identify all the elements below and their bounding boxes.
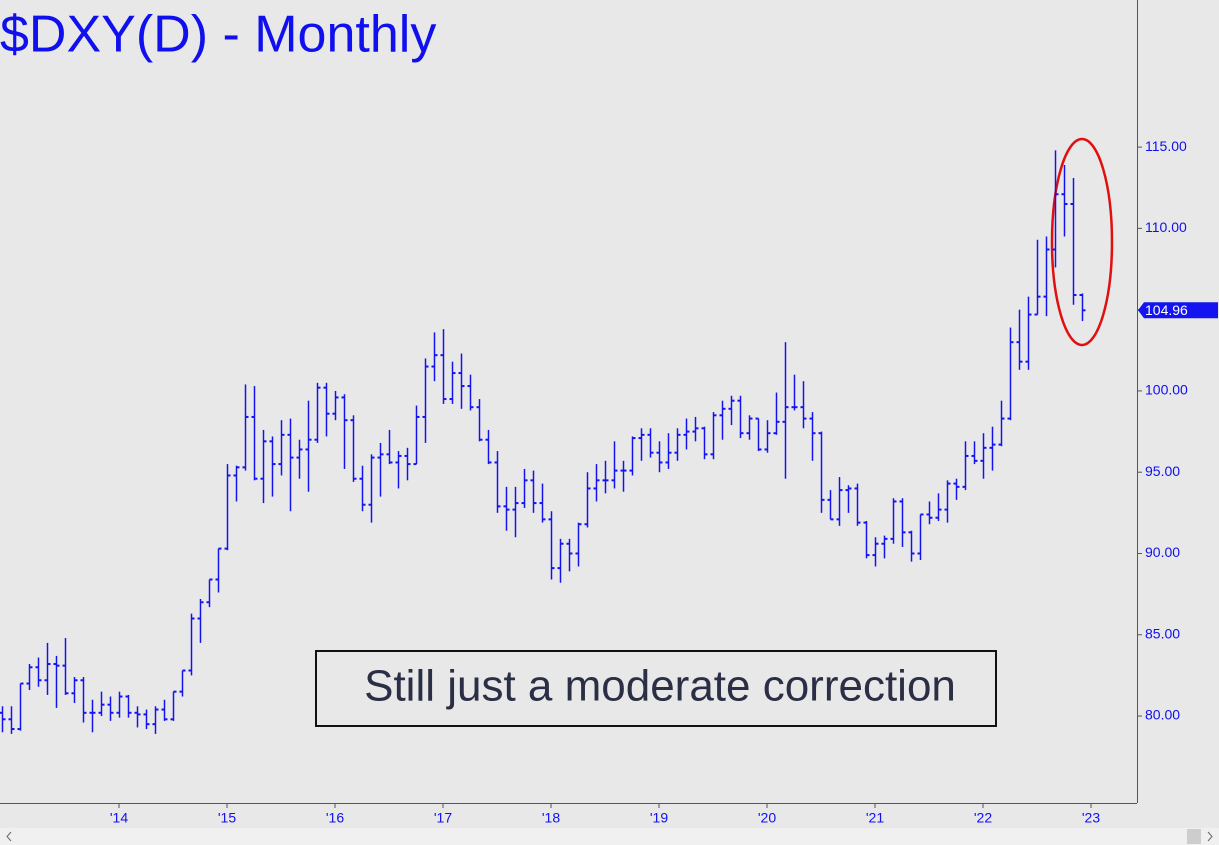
x-tick-label: '22 [974,810,992,826]
scroll-left[interactable] [6,831,12,842]
x-tick-label: '20 [758,810,776,826]
annotation: Still just a moderate correction [364,662,956,711]
annotation-box [315,650,997,727]
y-tick-label: 115.00 [1145,138,1187,154]
scrollbar[interactable] [0,828,1219,845]
last-price-label: 104.96 [1145,302,1188,318]
x-tick-label: '18 [542,810,560,826]
x-tick-label: '15 [218,810,236,826]
x-tick-label: '17 [434,810,452,826]
x-tick-label: '21 [866,810,884,826]
chart-title: $DXY(D) - Monthly [0,6,436,64]
x-tick-label: '19 [650,810,668,826]
x-tick-label: '16 [326,810,344,826]
y-tick-label: 95.00 [1145,463,1180,479]
y-tick-label: 90.00 [1145,544,1180,560]
last-price-tag [1138,302,1218,319]
y-tick-label: 110.00 [1145,219,1187,235]
y-tick-label: 85.00 [1145,625,1180,641]
y-tick-label: 100.00 [1145,382,1188,398]
scroll-thumb[interactable] [1187,829,1201,844]
scroll-right[interactable] [1207,831,1213,842]
y-tick-label: 80.00 [1145,707,1180,723]
x-tick-label: '14 [110,810,128,826]
highlight-ellipse [1050,137,1114,347]
x-tick-label: '23 [1082,810,1100,826]
